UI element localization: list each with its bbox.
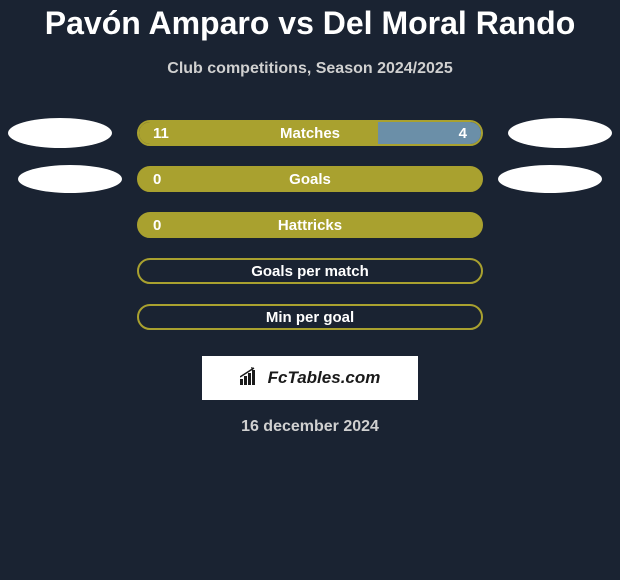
stat-row-matches: 11 4 Matches	[0, 120, 620, 146]
logo-text: FcTables.com	[240, 367, 381, 390]
stat-row-goals: 0 Goals	[0, 166, 620, 192]
player-right-marker	[498, 165, 602, 193]
page-subtitle: Club competitions, Season 2024/2025	[167, 60, 452, 78]
stat-row-mpg: Min per goal	[0, 304, 620, 330]
stat-row-gpm: Goals per match	[0, 258, 620, 284]
page-title: Pavón Amparo vs Del Moral Rando	[45, 5, 575, 42]
stat-left-value: 0	[153, 217, 161, 234]
stat-label: Hattricks	[278, 217, 342, 234]
stat-bar-matches: 11 4 Matches	[137, 120, 483, 146]
stat-bar-goals: 0 Goals	[137, 166, 483, 192]
stat-left-value: 0	[153, 171, 161, 188]
stat-label: Goals	[289, 171, 331, 188]
stat-label: Min per goal	[266, 309, 354, 326]
stat-bar-hattricks: 0 Hattricks	[137, 212, 483, 238]
logo-box: FcTables.com	[202, 356, 418, 400]
bar-left-matches: 11	[139, 122, 378, 144]
player-left-marker	[18, 165, 122, 193]
date-text: 16 december 2024	[241, 418, 379, 436]
player-left-marker	[8, 118, 112, 148]
stat-row-hattricks: 0 Hattricks	[0, 212, 620, 238]
stat-right-value: 4	[459, 125, 467, 142]
player-right-marker	[508, 118, 612, 148]
stat-left-value: 11	[153, 125, 169, 142]
stat-label: Matches	[280, 125, 340, 142]
chart-icon	[240, 367, 264, 390]
stat-label: Goals per match	[251, 263, 369, 280]
stat-bar-mpg: Min per goal	[137, 304, 483, 330]
stat-bar-gpm: Goals per match	[137, 258, 483, 284]
main-container: Pavón Amparo vs Del Moral Rando Club com…	[0, 0, 620, 436]
logo-label: FcTables.com	[268, 368, 381, 388]
bar-right-matches: 4	[378, 122, 481, 144]
